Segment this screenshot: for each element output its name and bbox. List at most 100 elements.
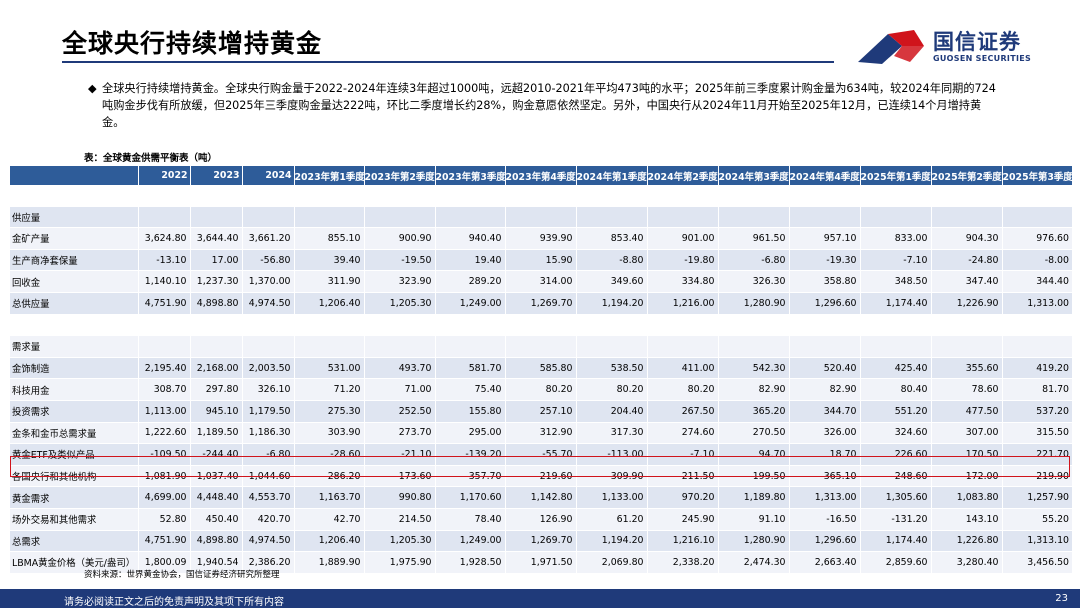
table-cell: 307.00 — [930, 422, 1002, 445]
table-row: 黄金ETF及类似产品 -109.50 -244.40 -6.80 -28.60 -21.1… — [10, 443, 1072, 466]
table-cell: 326.00 — [788, 422, 860, 445]
table-cell: 4,974.50 — [241, 292, 294, 315]
table-cell: -56.80 — [241, 249, 294, 272]
diamond-bullet-icon: ◆ — [88, 82, 97, 95]
table-cell: 1,037.40 — [189, 465, 242, 488]
header-cell-label — [10, 166, 138, 185]
table-cell — [137, 314, 190, 337]
table-cell — [646, 335, 718, 358]
table-cell: 309.90 — [575, 465, 647, 488]
table-cell: 252.50 — [363, 400, 435, 423]
table-cell: 1,928.50 — [434, 551, 505, 574]
table-cell: 326.30 — [717, 270, 789, 293]
table-row: 金饰制造 2,195.40 2,168.00 2,003.50 531.00 493.70… — [10, 357, 1072, 380]
table-cell: 1,205.30 — [363, 292, 435, 315]
table-cell: 314.00 — [504, 270, 576, 293]
table-cell — [930, 335, 1002, 358]
table-cell — [1001, 185, 1072, 207]
table-cell — [189, 314, 242, 337]
table-cell: 78.40 — [434, 508, 505, 531]
table-cell — [1001, 314, 1072, 337]
table-cell: -19.80 — [646, 249, 718, 272]
row-label: 总需求 — [10, 530, 138, 553]
table-cell: 289.20 — [434, 270, 505, 293]
table-cell: 347.40 — [930, 270, 1002, 293]
table-cell: -19.30 — [788, 249, 860, 272]
row-label: 黄金ETF及类似产品 — [10, 443, 138, 466]
table-cell — [137, 335, 190, 358]
table-cell: 295.00 — [434, 422, 505, 445]
table-cell: -6.80 — [241, 443, 294, 466]
table-cell: -8.80 — [575, 249, 647, 272]
table-row: 金条和金币总需求量 1,222.60 1,189.50 1,186.30 303.90 2… — [10, 422, 1072, 445]
table-cell — [646, 185, 718, 207]
table-cell: 1,206.40 — [293, 292, 364, 315]
table-cell: 551.20 — [859, 400, 931, 423]
table-cell: 1,280.90 — [717, 292, 789, 315]
table-cell: 1,083.80 — [930, 486, 1002, 509]
table-cell — [930, 206, 1002, 229]
table-cell: 78.60 — [930, 378, 1002, 401]
row-label: 投资需求 — [10, 400, 138, 423]
table-cell — [859, 314, 931, 337]
header-cell: 2023 — [189, 166, 242, 185]
table-cell: 1,313.00 — [1001, 292, 1072, 315]
table-cell: 82.90 — [788, 378, 860, 401]
table-cell: 493.70 — [363, 357, 435, 380]
table-cell — [363, 314, 435, 337]
table-row: 回收金 1,140.10 1,237.30 1,370.00 311.90 323.90 2… — [10, 270, 1072, 293]
table-row: 供应量 — [10, 206, 1072, 229]
table-cell — [788, 314, 860, 337]
table-cell: 312.90 — [504, 422, 576, 445]
table-cell: 126.90 — [504, 508, 576, 531]
table-cell: 1,206.40 — [293, 530, 364, 553]
table-cell: -131.20 — [859, 508, 931, 531]
table-cell: 581.70 — [434, 357, 505, 380]
table-cell: 3,624.80 — [137, 227, 190, 250]
table-cell — [434, 335, 505, 358]
table-cell: 326.10 — [241, 378, 294, 401]
table-cell: 357.70 — [434, 465, 505, 488]
table-cell: 1,216.10 — [646, 530, 718, 553]
table-cell: 355.60 — [930, 357, 1002, 380]
table-cell: 273.70 — [363, 422, 435, 445]
table-cell — [859, 206, 931, 229]
table-cell: 833.00 — [859, 227, 931, 250]
table-cell: 1,889.90 — [293, 551, 364, 574]
table-row: LBMA黄金价格（美元/盎司） 1,800.09 1,940.54 2,386.20 1… — [10, 551, 1072, 574]
table-cell: 520.40 — [788, 357, 860, 380]
header-cell: 2024年第3季度 — [717, 166, 789, 185]
table-cell: 411.00 — [646, 357, 718, 380]
table-cell: 1,205.30 — [363, 530, 435, 553]
table-cell — [241, 206, 294, 229]
table-cell: -28.60 — [293, 443, 364, 466]
page-title: 全球央行持续增持黄金 — [62, 29, 323, 58]
row-label: 金条和金币总需求量 — [10, 422, 138, 445]
table-cell: 1,296.60 — [788, 530, 860, 553]
table-row — [10, 185, 1072, 207]
table-cell: 75.40 — [434, 378, 505, 401]
table-cell: 39.40 — [293, 249, 364, 272]
table-cell — [788, 206, 860, 229]
table-cell: 303.90 — [293, 422, 364, 445]
table-cell: 1,216.00 — [646, 292, 718, 315]
table-cell: 1,975.90 — [363, 551, 435, 574]
table-cell: 990.80 — [363, 486, 435, 509]
table-cell: 3,280.40 — [930, 551, 1002, 574]
header-cell: 2023年第4季度 — [504, 166, 576, 185]
table-cell: 1,081.90 — [137, 465, 190, 488]
table-cell: -113.00 — [575, 443, 647, 466]
table-cell: -55.70 — [504, 443, 576, 466]
table-cell — [189, 335, 242, 358]
table-cell: 18.70 — [788, 443, 860, 466]
table-cell: 957.10 — [788, 227, 860, 250]
table-cell: 270.50 — [717, 422, 789, 445]
table-cell: 317.30 — [575, 422, 647, 445]
table-cell: 334.80 — [646, 270, 718, 293]
logo-text-en: GUOSEN SECURITIES — [933, 54, 1032, 63]
source-note: 资料来源：世界黄金协会，国信证券经济研究所整理 — [84, 570, 280, 580]
row-label: 科技用金 — [10, 378, 138, 401]
logo-text-cn: 国信证券 — [933, 30, 1021, 54]
table-cell: 4,448.40 — [189, 486, 242, 509]
table-cell: 425.40 — [859, 357, 931, 380]
